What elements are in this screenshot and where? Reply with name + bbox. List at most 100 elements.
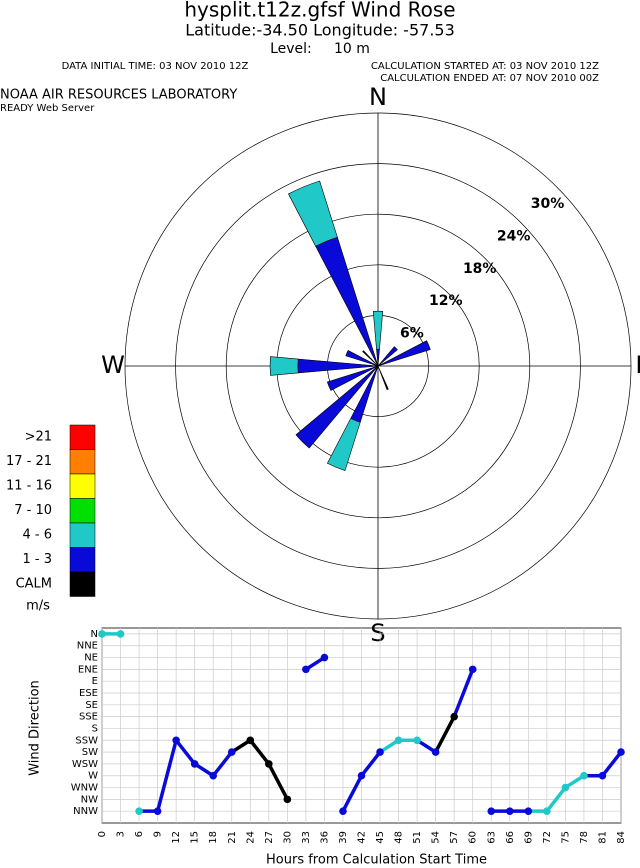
x-tick-label: 39 xyxy=(338,831,349,844)
level: Level: 10 m xyxy=(270,41,370,57)
x-tick-label: 60 xyxy=(468,831,479,844)
data-point xyxy=(505,807,514,815)
y-tick-label: SSE xyxy=(79,712,98,723)
y-axis-title: Wind Direction xyxy=(28,680,43,776)
x-tick-label: 12 xyxy=(171,831,182,844)
legend-swatch xyxy=(69,498,96,524)
legend-swatch xyxy=(69,449,96,475)
x-tick-label: 66 xyxy=(505,831,516,844)
compass-label: W xyxy=(101,351,125,379)
legend-swatch xyxy=(69,522,96,548)
location: Latitude:-34.50 Longitude: -57.53 xyxy=(185,21,455,40)
x-tick-label: 72 xyxy=(542,831,553,844)
x-tick-label: 24 xyxy=(245,831,256,844)
legend-swatch xyxy=(69,571,96,597)
line-segment xyxy=(248,739,271,765)
data-point xyxy=(302,665,310,674)
data-point xyxy=(617,748,625,756)
data-point xyxy=(580,771,588,780)
rose-segment xyxy=(372,310,384,350)
rose-segment xyxy=(362,350,379,367)
x-tick-label: 48 xyxy=(394,831,405,844)
x-tick-label: 18 xyxy=(208,831,219,844)
x-tick-label: 78 xyxy=(579,831,590,844)
y-tick-label: ESE xyxy=(79,688,98,699)
data-point xyxy=(320,653,329,662)
compass-label: E xyxy=(635,351,640,379)
data-point xyxy=(357,771,366,780)
data-point xyxy=(227,748,236,756)
data-point xyxy=(209,771,218,780)
ring-label: 12% xyxy=(429,293,463,309)
legend-label: 11 - 16 xyxy=(6,479,52,494)
line-segment xyxy=(360,751,382,777)
title: hysplit.t12z.gfsf Wind Rose xyxy=(184,0,455,22)
data-point xyxy=(413,736,421,745)
rose-segment xyxy=(315,236,379,367)
x-tick-label: 6 xyxy=(134,831,145,837)
legend-label: 17 - 21 xyxy=(6,454,52,469)
rose-segment xyxy=(269,356,299,376)
x-tick-label: 33 xyxy=(301,831,312,844)
ring-label: 18% xyxy=(463,261,497,277)
x-tick-label: 27 xyxy=(264,831,275,844)
x-tick-label: 30 xyxy=(282,831,293,844)
y-tick-label: S xyxy=(92,723,98,734)
legend-label: 7 - 10 xyxy=(14,503,52,518)
x-tick-label: 45 xyxy=(375,831,386,844)
data-point xyxy=(172,736,180,745)
data-point xyxy=(487,807,496,815)
calc-started: CALCULATION STARTED AT: 03 NOV 2010 12Z xyxy=(371,61,599,72)
data-point xyxy=(598,771,607,780)
rose-segment xyxy=(326,365,379,391)
x-tick-label: 3 xyxy=(116,831,127,837)
compass-label: S xyxy=(370,619,385,647)
line-segment xyxy=(601,751,623,777)
data-initial: DATA INITIAL TIME: 03 NOV 2010 12Z xyxy=(62,61,249,72)
data-point xyxy=(394,736,403,745)
line-segment xyxy=(545,786,567,813)
legend-swatch xyxy=(69,473,96,499)
y-tick-label: SSW xyxy=(75,735,98,746)
x-tick-label: 63 xyxy=(486,831,497,844)
rose-segment xyxy=(345,350,379,367)
data-point xyxy=(431,748,440,756)
x-tick-label: 36 xyxy=(319,831,330,844)
rose-segment xyxy=(288,180,338,247)
data-point xyxy=(265,760,273,768)
y-tick-label: ENE xyxy=(78,664,98,675)
line-segment xyxy=(211,751,234,777)
rose-segment xyxy=(377,365,389,391)
ring-label: 24% xyxy=(497,228,531,244)
server: READY Web Server xyxy=(0,103,95,114)
line-segment xyxy=(452,668,475,718)
y-tick-label: E xyxy=(92,676,98,687)
legend-label: 4 - 6 xyxy=(23,528,53,543)
line-segment xyxy=(341,774,364,812)
data-point xyxy=(543,807,551,815)
data-point xyxy=(376,748,384,756)
rose-segment xyxy=(326,417,361,471)
legend-swatch xyxy=(69,424,96,450)
legend-unit: m/s xyxy=(26,599,50,614)
data-point xyxy=(135,807,143,815)
rose-segment xyxy=(377,340,431,367)
y-tick-label: NNW xyxy=(73,806,98,817)
x-tick-label: 42 xyxy=(357,831,368,844)
rose-segment xyxy=(377,346,398,367)
x-tick-label: 0 xyxy=(97,831,108,837)
ring-label: 6% xyxy=(400,326,424,342)
line-segment xyxy=(174,739,197,765)
y-tick-label: NE xyxy=(84,653,98,664)
x-tick-label: 81 xyxy=(597,831,608,844)
y-tick-label: SE xyxy=(85,700,98,711)
x-tick-label: 75 xyxy=(560,831,571,844)
rose-segment xyxy=(295,365,379,449)
compass-label: N xyxy=(369,83,387,111)
legend-swatch xyxy=(69,547,96,573)
y-tick-label: NW xyxy=(81,794,98,805)
legend-label: >21 xyxy=(25,430,52,445)
x-tick-label: 57 xyxy=(449,831,460,844)
y-tick-label: WSW xyxy=(72,759,98,770)
